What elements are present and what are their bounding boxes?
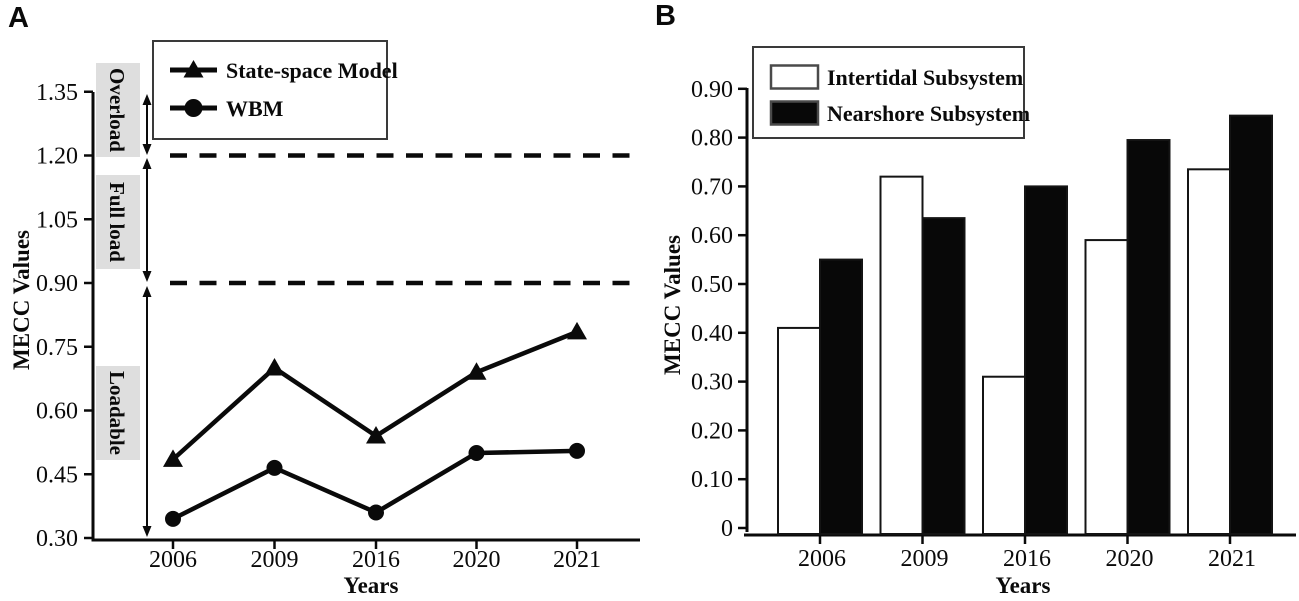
y-tick-label: 0.90: [36, 271, 78, 297]
arrow-head-down-icon: [142, 271, 152, 282]
bar-intertidal-subsystem-2009: [879, 175, 924, 535]
y-tick-label: 0: [721, 516, 733, 542]
legend-triangle-marker-icon: [183, 60, 204, 78]
range-arrow-overload: [142, 94, 152, 155]
x-tick-label-2009: 2009: [251, 547, 299, 573]
zone-label-loadable: Loadable: [105, 371, 129, 455]
series-marker-triangle-icon: [264, 358, 285, 376]
bar-intertidal-subsystem-2021: [1187, 168, 1231, 535]
y-tick-label: 0.75: [36, 335, 78, 361]
y-tick-label: 0.10: [691, 467, 733, 493]
x-axis-title: Years: [996, 573, 1051, 598]
series-marker-circle-icon: [569, 442, 585, 459]
legend-swatch-black: [769, 100, 820, 126]
y-tick-label: 1.35: [36, 80, 78, 106]
series-marker-triangle-icon: [163, 449, 183, 467]
y-tick-label: 0.40: [691, 321, 733, 347]
y-tick-label: 1.05: [36, 207, 78, 233]
legend-entry-intertidal-subsystem: Intertidal Subsystem: [769, 64, 1023, 90]
line-chart-panel-a: Overload Full load Loadable 0.30 0.45 0.60 0.7…: [9, 40, 640, 598]
zone-label-overload: Overload: [105, 68, 129, 152]
arrow-head-down-icon: [142, 144, 152, 155]
series-marker-triangle-icon: [366, 426, 386, 444]
y-tick-label: 0.90: [691, 77, 733, 103]
arrow-head-down-icon: [142, 526, 152, 537]
arrow-head-up-icon: [142, 286, 152, 297]
series-marker-circle-icon: [165, 510, 181, 527]
bar-nearshore-subsystem-2020: [1126, 139, 1171, 535]
series-marker-circle-icon: [368, 504, 384, 521]
bar-nearshore-subsystem-2006: [819, 258, 863, 535]
panel-a-label: A: [8, 2, 29, 34]
bar-intertidal-subsystem-2006: [777, 326, 821, 536]
legend-box: [152, 40, 388, 140]
series-marker-circle-icon: [468, 445, 485, 461]
legend: State-space Model WBM: [152, 40, 398, 140]
legend-swatch-white: [769, 64, 820, 90]
legend: Intertidal Subsystem Nearshore Subsystem: [752, 46, 1030, 139]
x-tick-label-2021: 2021: [553, 547, 601, 573]
bar-intertidal-subsystem-2016: [982, 375, 1026, 535]
bar-nearshore-subsystem-2016: [1024, 185, 1068, 535]
zone-label-full-load: Full load: [105, 182, 129, 262]
y-tick-label: 0.80: [691, 126, 733, 152]
y-tick-label: 0.30: [36, 526, 78, 552]
x-tick-label-2020: 2020: [453, 547, 501, 573]
x-tick-label-2009: 2009: [901, 546, 949, 572]
y-axis-title: MECC Values: [660, 235, 685, 375]
x-tick-label-2006: 2006: [149, 547, 197, 573]
bar-intertidal-subsystem-2020: [1084, 239, 1129, 536]
bar-nearshore-subsystem-2021: [1229, 114, 1273, 535]
range-arrow-full-load: [142, 158, 152, 282]
legend-label: WBM: [226, 96, 284, 121]
x-axis-title: Years: [344, 573, 399, 598]
bar-chart-panel-b: 0 0.10 0.20 0.30 0.40 0.50 0.60 0.70 0.80 0.90 200…: [660, 46, 1296, 598]
zone-band-loadable: [96, 366, 140, 460]
y-axis-title: MECC Values: [9, 230, 34, 370]
legend-label: Nearshore Subsystem: [827, 101, 1030, 126]
series-marker-circle-icon: [266, 459, 283, 476]
arrow-head-up-icon: [142, 94, 152, 105]
legend-label: Intertidal Subsystem: [827, 65, 1023, 90]
legend-entry-wbm: WBM: [170, 96, 284, 121]
x-tick-label-2006: 2006: [798, 546, 846, 572]
y-tick-label: 1.20: [36, 144, 78, 170]
series-marker-triangle-icon: [466, 362, 487, 380]
series-marker-triangle-icon: [567, 321, 587, 340]
y-tick-label: 0.60: [36, 399, 78, 425]
legend-entry-state-space-model: State-space Model: [170, 58, 398, 83]
x-tick-label-2016: 2016: [1003, 546, 1051, 572]
x-tick-label-2021: 2021: [1208, 546, 1256, 572]
x-tick-label-2016: 2016: [352, 547, 400, 573]
y-tick-label: 0.30: [691, 370, 733, 396]
y-tick-label: 0.60: [691, 223, 733, 249]
panel-b-label: B: [655, 0, 676, 32]
zone-band-overload: [96, 63, 140, 157]
y-tick-label: 0.70: [691, 174, 733, 200]
zone-band-full-load: [96, 175, 140, 269]
y-tick-label: 0.45: [36, 462, 78, 488]
legend-circle-marker-icon: [184, 99, 203, 117]
bar-nearshore-subsystem-2009: [921, 217, 966, 535]
y-tick-label: 0.20: [691, 418, 733, 444]
legend-entry-nearshore-subsystem: Nearshore Subsystem: [769, 100, 1030, 126]
y-tick-label: 0.50: [691, 272, 733, 298]
legend-label: State-space Model: [226, 58, 398, 83]
range-arrow-loadable: [142, 286, 152, 537]
arrow-head-up-icon: [142, 158, 152, 169]
x-tick-label-2020: 2020: [1106, 546, 1154, 572]
